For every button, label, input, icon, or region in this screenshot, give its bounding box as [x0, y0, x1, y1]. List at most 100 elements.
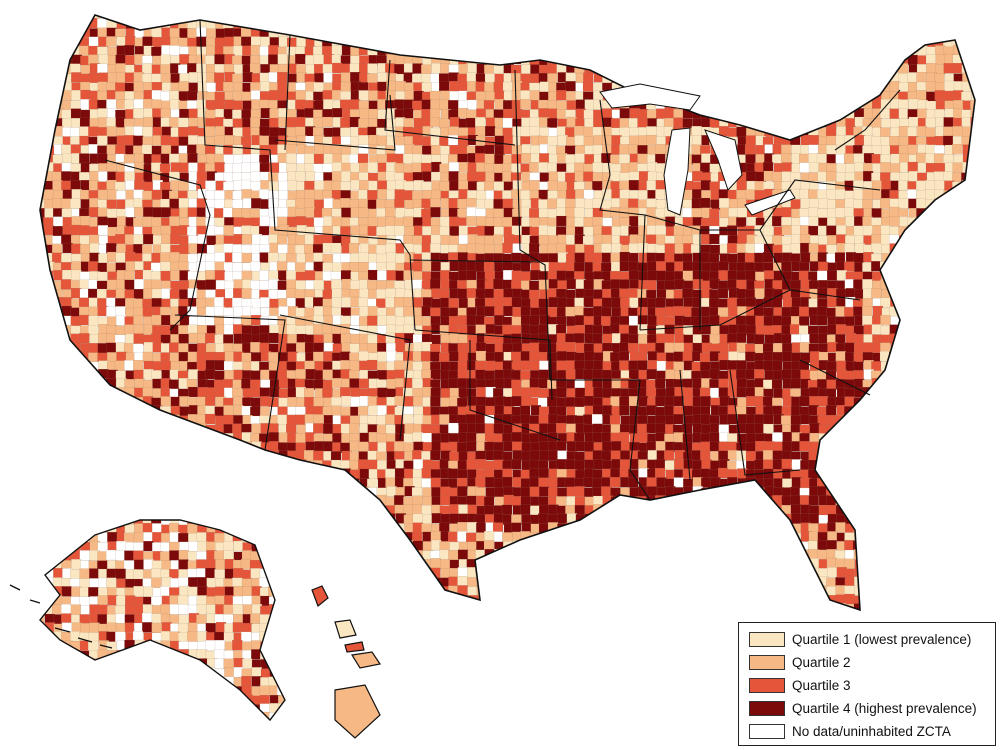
zcta-cell [601, 37, 612, 48]
zcta-cell [925, 153, 936, 164]
zcta-cell [196, 207, 207, 218]
zcta-cell [313, 397, 324, 408]
zcta-cell [178, 127, 189, 138]
zcta-cell [871, 15, 882, 21]
zcta-cell [40, 15, 46, 20]
zcta-cell [637, 117, 648, 129]
zcta-cell [683, 297, 694, 308]
zcta-cell [133, 289, 144, 300]
zcta-cell [817, 100, 828, 111]
zcta-cell [971, 414, 975, 425]
zcta-cell [133, 432, 144, 444]
zcta-cell [755, 271, 766, 282]
zcta-cell [890, 424, 901, 435]
zcta-cell [646, 19, 657, 30]
zcta-cell [62, 379, 73, 390]
zcta-cell [431, 171, 442, 183]
zcta-cell [187, 351, 198, 362]
zcta-cell [763, 351, 774, 362]
zcta-cell [638, 396, 649, 407]
zcta-cell [655, 72, 666, 84]
zcta-cell [790, 378, 801, 389]
zcta-cell [628, 261, 639, 272]
zcta-cell [692, 171, 703, 182]
zcta-cell [493, 181, 504, 192]
zcta-cell [40, 261, 45, 272]
zcta-cell [124, 45, 135, 56]
zcta-cell [107, 406, 118, 417]
zcta-cell [746, 55, 757, 66]
zcta-cell [583, 316, 594, 327]
zcta-cell [754, 414, 765, 425]
zcta-cell [726, 46, 738, 57]
zcta-cell [323, 72, 334, 83]
zcta-cell [484, 73, 496, 84]
zcta-cell [259, 280, 270, 291]
zcta-cell [943, 288, 955, 299]
zcta-cell [485, 171, 496, 183]
zcta-cell [943, 117, 954, 128]
zcta-cell [935, 243, 946, 254]
zcta-cell [241, 288, 252, 299]
zcta-cell [403, 163, 414, 174]
zcta-cell [106, 342, 117, 353]
zcta-cell [232, 297, 243, 308]
zcta-cell [133, 126, 144, 137]
zcta-cell [764, 370, 775, 381]
zcta-cell [40, 91, 45, 102]
zcta-cell [862, 63, 873, 74]
zcta-cell [881, 27, 892, 38]
zcta-cell [448, 126, 459, 137]
zcta-cell [602, 46, 613, 57]
zcta-cell [529, 217, 540, 228]
zcta-cell [40, 18, 45, 29]
zcta-cell [71, 406, 82, 417]
zcta-cell [511, 351, 522, 362]
zcta-cell [764, 90, 775, 101]
zcta-cell [728, 82, 740, 93]
zcta-cell [781, 81, 792, 93]
zcta-cell [313, 342, 324, 353]
zcta-cell [458, 225, 469, 236]
zcta-cell [700, 414, 711, 425]
zcta-cell [412, 190, 423, 201]
zcta-cell [736, 37, 747, 48]
zcta-cell [160, 108, 171, 119]
zcta-cell [610, 55, 621, 66]
zcta-cell [404, 226, 415, 237]
zcta-cell [727, 270, 738, 281]
zcta-cell [880, 64, 891, 75]
zcta-cell [682, 270, 693, 281]
zcta-cell [907, 161, 918, 173]
zcta-cell [971, 143, 975, 155]
zcta-cell [187, 423, 198, 434]
zcta-cell [458, 28, 469, 39]
zcta-cell [646, 135, 657, 146]
zcta-cell [40, 414, 45, 425]
zcta-cell [935, 379, 946, 390]
zcta-cell [800, 55, 811, 66]
zcta-cell [494, 53, 505, 65]
zcta-cell [70, 198, 81, 209]
zcta-cell [314, 180, 325, 191]
zcta-cell [647, 261, 658, 272]
zcta-cell [889, 136, 900, 147]
zcta-cell [133, 369, 144, 381]
zcta-cell [654, 54, 666, 65]
zcta-cell [790, 90, 801, 101]
zcta-cell [566, 423, 577, 434]
zcta-cell [746, 171, 757, 182]
zcta-cell [457, 15, 468, 20]
zcta-cell [800, 73, 811, 84]
zcta-cell [871, 45, 882, 56]
zcta-cell [943, 126, 954, 137]
zcta-cell [790, 82, 801, 93]
zcta-cell [826, 36, 837, 48]
zcta-cell [691, 208, 702, 219]
zcta-cell [629, 46, 640, 57]
zcta-cell [493, 81, 504, 92]
zcta-cell [728, 64, 739, 76]
zcta-cell [43, 388, 54, 399]
zcta-cell [313, 279, 324, 291]
zcta-cell [79, 235, 90, 246]
